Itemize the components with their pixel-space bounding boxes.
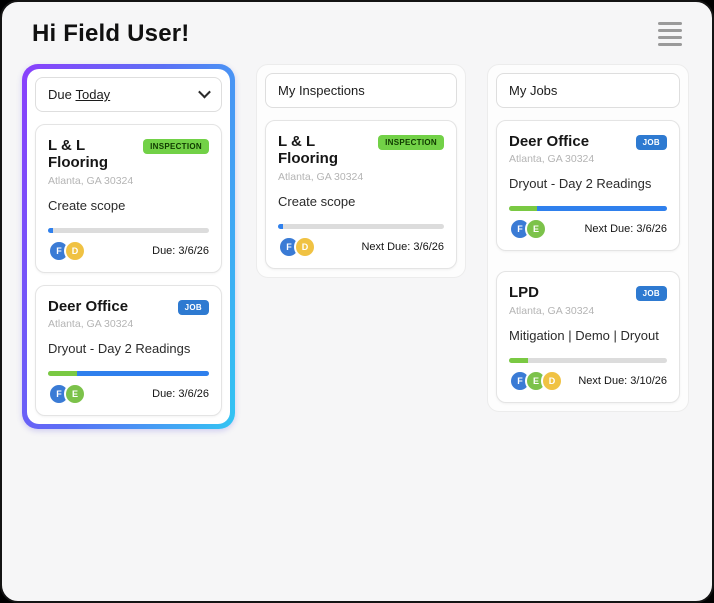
dashboard-columns: Due Today L & L Flooring INSPECTION Atla… bbox=[2, 56, 712, 429]
avatar-group: F E D bbox=[509, 369, 563, 392]
hamburger-bar bbox=[658, 36, 682, 39]
avatar: D bbox=[541, 369, 563, 392]
card-location: Atlanta, GA 30324 bbox=[48, 174, 134, 187]
progress-segment bbox=[48, 370, 77, 376]
avatar-group: F D bbox=[48, 239, 86, 262]
card-task: Mitigation | Demo | Dryout bbox=[509, 327, 659, 343]
hamburger-bar bbox=[658, 43, 682, 46]
my-inspections-header[interactable]: My Inspections bbox=[265, 73, 457, 108]
menu-button[interactable] bbox=[656, 20, 684, 48]
inspection-badge: INSPECTION bbox=[378, 135, 444, 150]
due-date: Next Due: 3/6/26 bbox=[361, 240, 444, 253]
my-inspections-label: My Inspections bbox=[278, 83, 365, 98]
card-title: Deer Office bbox=[48, 297, 129, 315]
card-header: Deer Office JOB bbox=[509, 133, 667, 150]
due-today-panel: Due Today L & L Flooring INSPECTION Atla… bbox=[22, 64, 235, 429]
my-jobs-header[interactable]: My Jobs bbox=[496, 73, 680, 108]
job-card[interactable]: Deer Office JOB Atlanta, GA 30324 Dryout… bbox=[35, 284, 222, 416]
card-footer: F D Due: 3/6/26 bbox=[48, 239, 209, 262]
due-date: Due: 3/6/26 bbox=[152, 387, 209, 400]
progress-bar bbox=[48, 370, 209, 376]
chevron-down-icon bbox=[198, 85, 211, 99]
due-filter-value: Today bbox=[75, 87, 111, 102]
job-badge: JOB bbox=[635, 135, 667, 150]
due-filter-label: Due Today bbox=[48, 87, 110, 102]
card-header: L & L Flooring INSPECTION bbox=[48, 137, 209, 172]
card-location: Atlanta, GA 30324 bbox=[48, 317, 134, 330]
due-date: Due: 3/6/26 bbox=[152, 244, 209, 257]
my-jobs-panel: My Jobs Deer Office JOB Atlanta, GA 3032… bbox=[487, 64, 689, 412]
my-inspections-panel: My Inspections L & L Flooring INSPECTION… bbox=[256, 64, 466, 278]
due-filter-prefix: Due bbox=[48, 87, 72, 102]
progress-bar bbox=[48, 227, 209, 233]
due-filter-dropdown[interactable]: Due Today bbox=[35, 77, 222, 112]
due-date: Next Due: 3/6/26 bbox=[584, 223, 667, 236]
job-card[interactable]: Deer Office JOB Atlanta, GA 30324 Dryout… bbox=[496, 120, 680, 252]
hamburger-bar bbox=[658, 29, 682, 32]
inspection-card[interactable]: L & L Flooring INSPECTION Atlanta, GA 30… bbox=[35, 124, 222, 273]
card-location: Atlanta, GA 30324 bbox=[278, 170, 364, 183]
progress-bar bbox=[509, 357, 667, 363]
avatar-group: F E bbox=[509, 218, 547, 241]
due-date: Next Due: 3/10/26 bbox=[578, 374, 667, 387]
job-badge: JOB bbox=[635, 286, 667, 302]
job-card[interactable]: LPD JOB Atlanta, GA 30324 Mitigation | D… bbox=[496, 271, 680, 403]
hamburger-icon bbox=[658, 22, 682, 25]
avatar: E bbox=[525, 218, 547, 241]
card-footer: F E Next Due: 3/6/26 bbox=[509, 218, 667, 241]
inspection-badge: INSPECTION bbox=[143, 139, 209, 154]
card-title: Deer Office bbox=[509, 133, 590, 150]
card-location: Atlanta, GA 30324 bbox=[509, 153, 595, 166]
card-location: Atlanta, GA 30324 bbox=[509, 304, 595, 317]
avatar-group: F D bbox=[278, 235, 316, 258]
top-bar: Hi Field User! bbox=[2, 2, 712, 56]
card-footer: F D Next Due: 3/6/26 bbox=[278, 235, 444, 258]
card-footer: F E Due: 3/6/26 bbox=[48, 382, 209, 405]
card-header: L & L Flooring INSPECTION bbox=[278, 133, 444, 168]
card-title: L & L Flooring bbox=[48, 137, 108, 172]
progress-segment bbox=[537, 206, 667, 212]
avatar-group: F E bbox=[48, 382, 86, 405]
card-footer: F E D Next Due: 3/10/26 bbox=[509, 369, 667, 392]
job-badge: JOB bbox=[177, 299, 209, 315]
progress-bar bbox=[278, 223, 444, 229]
due-today-panel-inner: Due Today L & L Flooring INSPECTION Atla… bbox=[27, 69, 230, 424]
avatar: E bbox=[64, 382, 86, 405]
progress-bar bbox=[509, 206, 667, 212]
avatar: D bbox=[64, 239, 86, 262]
card-task: Create scope bbox=[278, 193, 356, 209]
my-jobs-label: My Jobs bbox=[509, 83, 558, 98]
card-task: Create scope bbox=[48, 197, 126, 213]
avatar: D bbox=[294, 235, 316, 258]
card-task: Dryout - Day 2 Readings bbox=[48, 340, 191, 356]
inspection-card[interactable]: L & L Flooring INSPECTION Atlanta, GA 30… bbox=[265, 120, 457, 269]
card-title: L & L Flooring bbox=[278, 133, 338, 168]
progress-segment bbox=[278, 223, 283, 229]
page-title: Hi Field User! bbox=[32, 20, 190, 47]
card-title: LPD bbox=[509, 284, 539, 302]
card-task: Dryout - Day 2 Readings bbox=[509, 176, 652, 192]
progress-segment bbox=[48, 227, 53, 233]
progress-segment bbox=[76, 370, 209, 376]
card-header: Deer Office JOB bbox=[48, 298, 209, 315]
progress-segment bbox=[509, 206, 538, 212]
progress-segment bbox=[509, 357, 528, 363]
card-header: LPD JOB bbox=[509, 284, 667, 302]
